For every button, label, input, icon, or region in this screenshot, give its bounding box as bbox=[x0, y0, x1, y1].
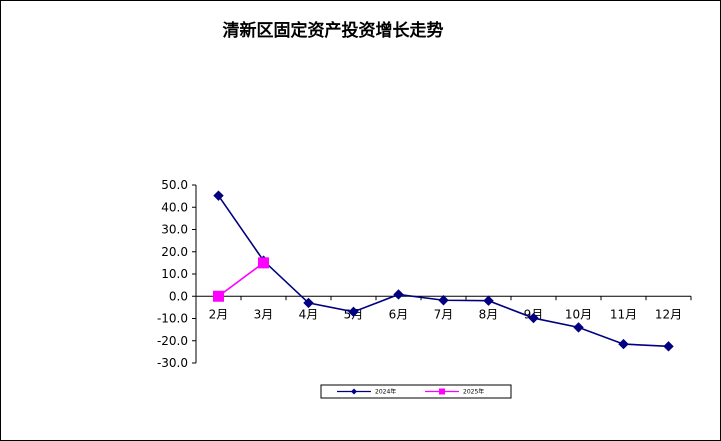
data-point bbox=[618, 338, 629, 350]
y-tick-label: -20.0 bbox=[157, 334, 188, 348]
x-tick-label: 4月 bbox=[299, 307, 319, 321]
data-point bbox=[258, 257, 269, 269]
x-tick-label: 8月 bbox=[479, 307, 499, 321]
data-point bbox=[213, 190, 224, 201]
data-point bbox=[393, 289, 404, 300]
series-line bbox=[218, 262, 264, 297]
legend: 2024年 2025年 bbox=[320, 384, 512, 399]
x-tick-label: 6月 bbox=[389, 307, 409, 321]
x-tick-label: 10月 bbox=[565, 307, 592, 321]
legend-entry-1: 2024年 bbox=[337, 388, 396, 396]
data-point bbox=[528, 312, 539, 324]
x-tick-label: 12月 bbox=[655, 307, 682, 321]
axes: 50.0 40.0 30.0 20.0 10.0 0.0 -10.0 -20.0 -30.0 2月… bbox=[157, 178, 692, 370]
legend-box bbox=[320, 384, 512, 399]
y-tick-label: 20.0 bbox=[161, 245, 188, 259]
x-tick-label: 2月 bbox=[209, 307, 229, 321]
legend-label: 2025年 bbox=[463, 388, 484, 396]
series-1 bbox=[213, 190, 674, 352]
y-tick-label: 0.0 bbox=[169, 289, 188, 303]
data-point bbox=[573, 322, 584, 333]
legend-marker bbox=[351, 388, 357, 395]
series-layer bbox=[213, 190, 674, 352]
legend-entry-2: 2025年 bbox=[425, 388, 484, 396]
y-tick-label: 30.0 bbox=[161, 223, 188, 237]
data-point bbox=[483, 295, 494, 306]
data-point bbox=[213, 290, 224, 302]
legend-label: 2024年 bbox=[375, 388, 396, 396]
data-point bbox=[438, 295, 449, 306]
y-tick-label: 40.0 bbox=[161, 200, 188, 214]
series-2 bbox=[213, 257, 269, 302]
chart-title: 清新区固定资产投资增长走势 bbox=[223, 20, 444, 41]
data-point bbox=[663, 341, 674, 352]
x-tick-label: 3月 bbox=[254, 307, 274, 321]
legend-marker bbox=[439, 388, 445, 395]
series-line bbox=[217, 195, 669, 348]
y-tick-label: 10.0 bbox=[161, 267, 188, 281]
x-tick-label: 11月 bbox=[610, 307, 637, 321]
y-tick-label: -30.0 bbox=[157, 356, 188, 370]
y-tick-label: 50.0 bbox=[161, 178, 188, 192]
x-tick-label: 7月 bbox=[434, 307, 454, 321]
y-tick-label: -10.0 bbox=[157, 312, 188, 326]
data-point bbox=[303, 297, 314, 309]
data-point bbox=[348, 306, 359, 318]
